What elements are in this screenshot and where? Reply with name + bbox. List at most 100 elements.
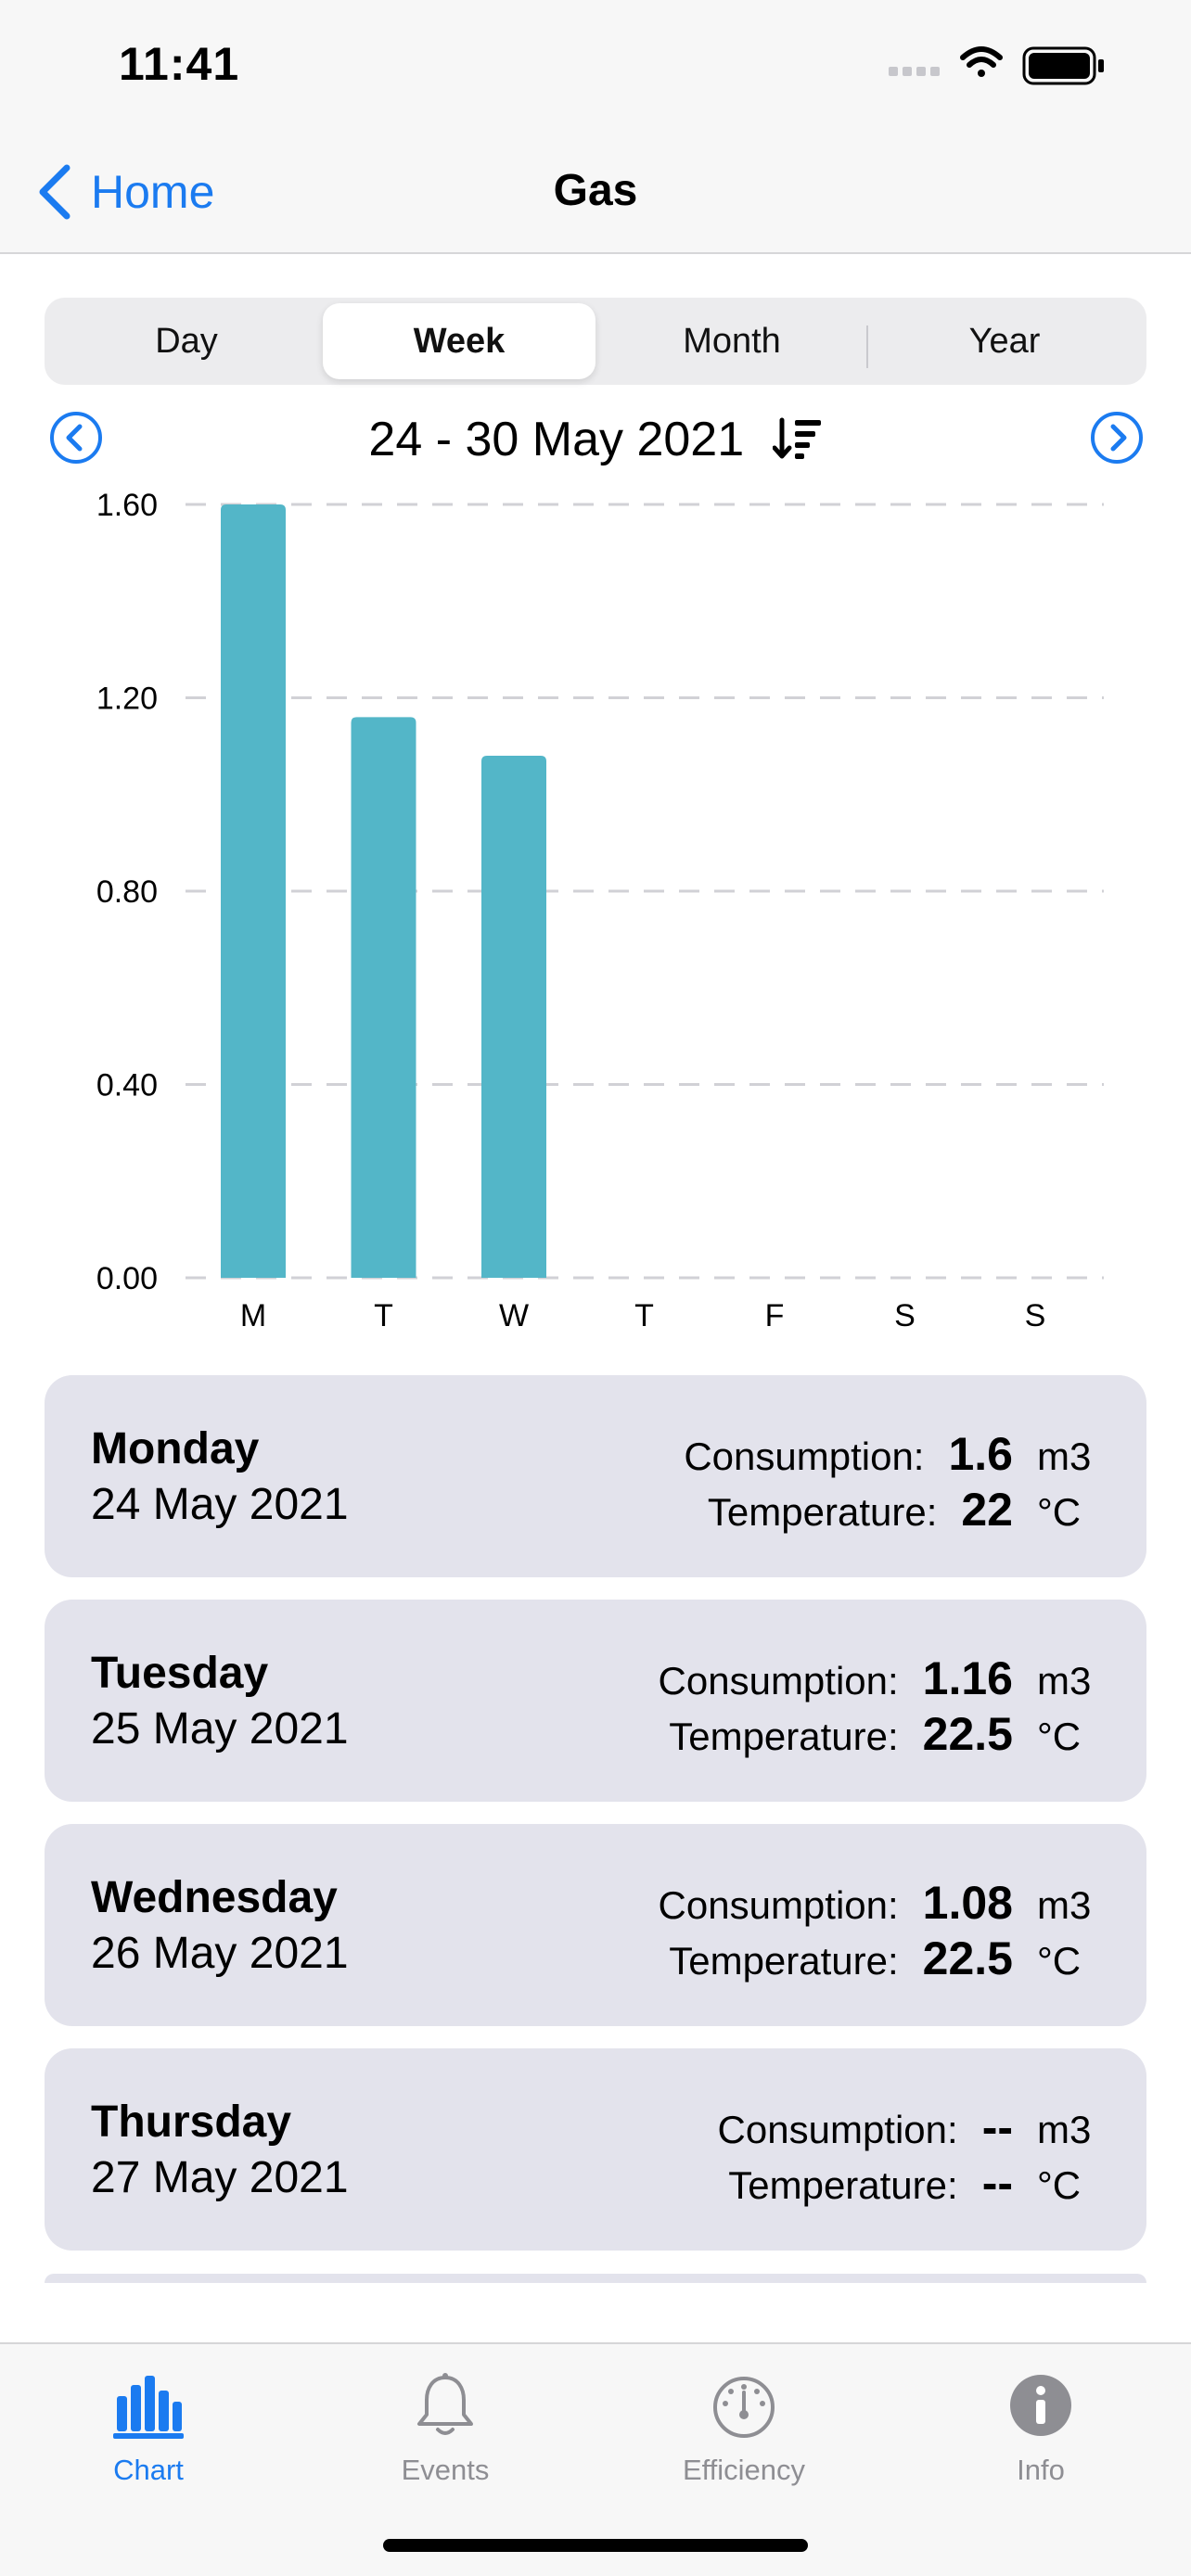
temperature-unit: °C xyxy=(1037,1715,1082,1758)
tab-efficiency-label: Efficiency xyxy=(682,2454,806,2486)
card-date: 27 May 2021 xyxy=(91,2153,349,2202)
card-date: 26 May 2021 xyxy=(91,1929,349,1978)
y-tick-label: 0.00 xyxy=(96,1261,158,1296)
day-card[interactable]: Thursday 27 May 2021 Consumption: -- m3 Tempe… xyxy=(45,2048,1146,2251)
card-day: Monday xyxy=(91,1424,260,1473)
consumption-value: 1.6 xyxy=(948,1428,1013,1480)
x-tick-label: M xyxy=(240,1298,266,1333)
previous-period-icon[interactable] xyxy=(48,410,104,465)
temperature-unit: °C xyxy=(1037,1490,1082,1534)
info-icon xyxy=(1010,2375,1071,2436)
consumption-label: Consumption: xyxy=(717,2108,958,2151)
consumption-bar-chart: 0.00 0.40 0.80 1.20 1.60 M T W T F S S xyxy=(96,488,1104,1333)
y-tick-label: 1.20 xyxy=(96,682,158,717)
temperature-label: Temperature: xyxy=(728,2163,958,2207)
bar-chart-icon xyxy=(113,2376,184,2439)
temperature-row: Temperature: -- °C xyxy=(728,2156,1102,2210)
temperature-label: Temperature: xyxy=(707,1490,938,1534)
y-tick-label: 0.80 xyxy=(96,874,158,910)
temperature-row: Temperature: 22.5 °C xyxy=(669,1932,1102,1985)
segment-divider xyxy=(866,325,868,368)
card-day: Tuesday xyxy=(91,1649,269,1698)
consumption-label: Consumption: xyxy=(658,1659,899,1702)
x-tick-label: T xyxy=(634,1298,654,1333)
segment-year-label: Year xyxy=(968,321,1041,361)
period-label-text: 24 - 30 May 2021 xyxy=(368,413,745,466)
segment-month[interactable]: Month xyxy=(596,303,868,379)
status-icons xyxy=(889,46,1104,85)
temperature-value: 22.5 xyxy=(922,1932,1013,1984)
segment-week-label: Week xyxy=(413,321,506,361)
tab-bar: Chart Events Efficiency Info xyxy=(0,2342,1191,2576)
consumption-row: Consumption: 1.08 m3 xyxy=(659,1876,1102,1930)
period-label: 24 - 30 May 2021 xyxy=(0,412,1191,467)
consumption-unit: m3 xyxy=(1037,2108,1092,2151)
tab-info-label: Info xyxy=(1017,2454,1065,2486)
temperature-label: Temperature: xyxy=(669,1939,899,1983)
period-segmented-control: Day Week Month Year xyxy=(45,298,1146,385)
day-card[interactable]: Tuesday 25 May 2021 Consumption: 1.16 m3 Temp… xyxy=(45,1600,1146,1802)
bar[interactable] xyxy=(351,717,416,1278)
next-period-icon[interactable] xyxy=(1089,410,1145,465)
tab-info[interactable]: Info xyxy=(948,2368,1133,2487)
bar[interactable] xyxy=(221,504,286,1278)
top-bar: 11:41 Home Gas xyxy=(0,0,1191,254)
x-tick-label: S xyxy=(894,1298,916,1333)
segment-year[interactable]: Year xyxy=(868,303,1141,379)
home-indicator xyxy=(383,2539,808,2552)
x-tick-label: T xyxy=(374,1298,393,1333)
back-button-label: Home xyxy=(91,166,215,218)
day-card[interactable]: Wednesday 26 May 2021 Consumption: 1.08 m3 Te… xyxy=(45,1824,1146,2026)
consumption-value: 1.16 xyxy=(922,1652,1013,1704)
bell-icon xyxy=(417,2373,473,2435)
consumption-label: Consumption: xyxy=(684,1435,925,1478)
tab-events-label: Events xyxy=(401,2454,490,2486)
y-tick-label: 0.40 xyxy=(96,1068,158,1103)
tab-chart[interactable]: Chart xyxy=(56,2368,241,2487)
gauge-icon xyxy=(713,2377,775,2438)
consumption-row: Consumption: 1.16 m3 xyxy=(659,1651,1102,1705)
battery-icon xyxy=(1022,46,1104,85)
segment-week[interactable]: Week xyxy=(323,303,596,379)
card-day: Thursday xyxy=(91,2098,292,2147)
consumption-unit: m3 xyxy=(1037,1883,1092,1927)
segment-day[interactable]: Day xyxy=(50,303,323,379)
temperature-row: Temperature: 22 °C xyxy=(708,1483,1102,1537)
consumption-unit: m3 xyxy=(1037,1659,1092,1702)
x-tick-label: W xyxy=(499,1298,529,1333)
temperature-label: Temperature: xyxy=(669,1715,899,1758)
temperature-value: -- xyxy=(981,2157,1013,2209)
temperature-row: Temperature: 22.5 °C xyxy=(669,1707,1102,1761)
card-date: 25 May 2021 xyxy=(91,1704,349,1753)
cellular-signal-icon xyxy=(889,67,940,76)
temperature-unit: °C xyxy=(1037,1939,1082,1983)
page-title: Gas xyxy=(553,166,638,215)
bar[interactable] xyxy=(481,756,546,1278)
consumption-unit: m3 xyxy=(1037,1435,1092,1478)
tab-events[interactable]: Events xyxy=(352,2368,538,2487)
next-card-peek xyxy=(45,2274,1146,2283)
temperature-value: 22 xyxy=(961,1484,1013,1536)
chevron-left-icon xyxy=(39,164,70,220)
back-button[interactable]: Home xyxy=(33,159,214,224)
temperature-value: 22.5 xyxy=(922,1708,1013,1760)
segment-day-label: Day xyxy=(155,321,218,361)
y-tick-label: 1.60 xyxy=(96,488,158,523)
segment-month-label: Month xyxy=(683,321,781,361)
day-card[interactable]: Monday 24 May 2021 Consumption: 1.6 m3 Temper… xyxy=(45,1375,1146,1577)
consumption-value: -- xyxy=(981,2101,1013,2153)
status-time: 11:41 xyxy=(119,38,240,90)
consumption-row: Consumption: 1.6 m3 xyxy=(684,1427,1102,1481)
x-tick-label: F xyxy=(765,1298,785,1333)
consumption-row: Consumption: -- m3 xyxy=(718,2100,1102,2154)
period-navigation: 24 - 30 May 2021 xyxy=(0,401,1191,475)
x-tick-label: S xyxy=(1025,1298,1046,1333)
tab-efficiency[interactable]: Efficiency xyxy=(651,2368,837,2487)
wifi-icon xyxy=(960,46,1003,77)
card-day: Wednesday xyxy=(91,1873,338,1922)
consumption-label: Consumption: xyxy=(658,1883,899,1927)
card-date: 24 May 2021 xyxy=(91,1480,349,1529)
sort-descending-icon[interactable] xyxy=(772,416,823,461)
tab-chart-label: Chart xyxy=(113,2454,184,2486)
consumption-value: 1.08 xyxy=(922,1877,1013,1929)
